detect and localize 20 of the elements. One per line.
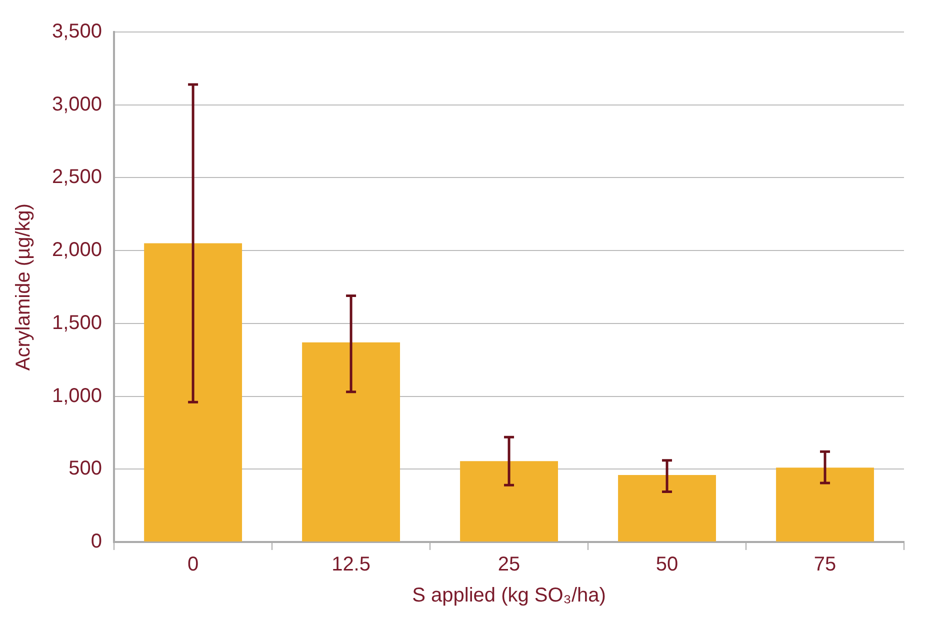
bar [144,243,242,542]
y-tick-label: 0 [90,530,102,553]
y-tick-label: 2,500 [52,166,102,188]
bar [302,342,400,542]
y-tick-label: 1,000 [52,384,102,407]
y-tick-label: 1,500 [52,312,102,334]
x-tick-label: 0 [187,554,199,576]
y-tick-label: 3,500 [52,20,102,43]
y-tick-label: 2,000 [52,239,102,262]
x-tick-label: 75 [814,554,836,576]
y-tick-label: 500 [68,458,102,480]
y-tick-label: 3,000 [52,93,102,116]
x-tick-label: 50 [656,554,678,576]
bar [460,461,558,542]
bar [776,468,874,542]
x-axis-title: S applied (kg SO₃/ha) [412,584,606,607]
bar [618,474,716,542]
x-tick-label: 12.5 [332,554,371,576]
x-tick-label: 25 [498,554,520,576]
y-axis-title: Acrylamide (µg/kg) [12,203,35,371]
